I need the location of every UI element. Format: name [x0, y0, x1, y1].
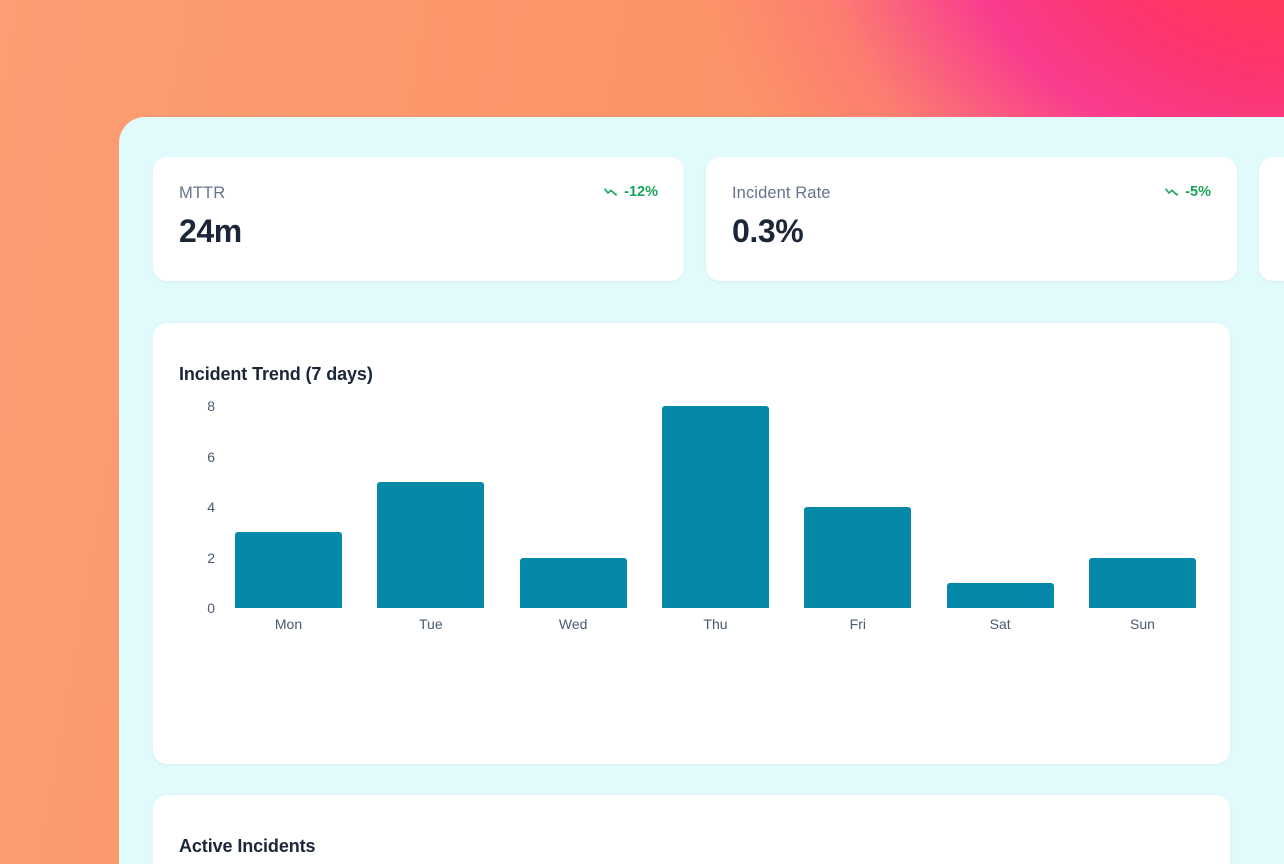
bar[interactable]	[946, 582, 1054, 608]
kpi-header: Incident Rate -5%	[732, 183, 1211, 203]
y-axis-tick: 8	[207, 398, 215, 414]
kpi-card-mttr[interactable]: MTTR -12% 24m	[153, 157, 684, 281]
kpi-delta-value: -12%	[624, 184, 658, 200]
y-axis: 0 2 4 6 8	[179, 398, 215, 616]
x-axis-tick: Thu	[703, 616, 728, 632]
x-axis-tick: Sun	[1130, 616, 1155, 632]
kpi-delta-value: -5%	[1185, 184, 1211, 200]
dashboard-panel: MTTR -12% 24m Incident Rate	[119, 117, 1284, 864]
kpi-card-third-clipped[interactable]	[1259, 157, 1284, 281]
bar[interactable]	[661, 406, 769, 608]
active-incidents-card: Active Incidents	[153, 795, 1230, 864]
kpi-value: 24m	[179, 213, 242, 249]
bar-group[interactable]: Mon	[227, 406, 350, 632]
bar-chart: 0 2 4 6 8 Mon Tue Wed Thu Fri Sat Sun	[179, 398, 1204, 636]
y-axis-tick: 0	[207, 600, 215, 616]
kpi-delta: -12%	[604, 183, 658, 201]
y-axis-tick: 6	[207, 448, 215, 465]
bar[interactable]	[235, 532, 342, 608]
plot-area: Mon Tue Wed Thu Fri Sat Sun	[227, 406, 1204, 632]
kpi-value: 0.3%	[732, 213, 804, 249]
bar-group[interactable]: Tue	[369, 406, 492, 632]
chart-title: Incident Trend (7 days)	[179, 364, 373, 384]
kpi-card-incident-rate[interactable]: Incident Rate -5% 0.3%	[706, 157, 1237, 281]
x-axis-tick: Mon	[274, 616, 303, 632]
kpi-card-row: MTTR -12% 24m Incident Rate	[153, 157, 1284, 281]
bar[interactable]	[804, 507, 912, 608]
bar-group[interactable]: Wed	[512, 406, 635, 632]
bar[interactable]	[1088, 557, 1196, 608]
y-axis-tick: 4	[207, 499, 215, 515]
trending-down-icon	[604, 187, 619, 198]
x-axis-tick: Sat	[989, 616, 1011, 632]
x-axis-tick: Wed	[558, 616, 588, 632]
bar-group[interactable]: Fri	[796, 406, 919, 632]
bar-group[interactable]: Sat	[939, 406, 1062, 632]
x-axis-tick: Fri	[849, 616, 866, 632]
kpi-label: Incident Rate	[732, 184, 831, 202]
bar[interactable]	[377, 481, 485, 608]
bar[interactable]	[519, 557, 627, 608]
kpi-delta: -5%	[1165, 183, 1211, 201]
bar-group[interactable]: Thu	[654, 406, 777, 632]
kpi-label: MTTR	[179, 184, 226, 202]
y-axis-tick: 2	[207, 549, 215, 566]
x-axis-tick: Tue	[419, 616, 443, 632]
kpi-header: MTTR -12%	[179, 183, 658, 203]
trending-down-icon	[1165, 187, 1180, 198]
incident-trend-card: Incident Trend (7 days) 0 2 4 6 8 Mon Tue Wed T…	[153, 323, 1230, 764]
bar-group[interactable]: Sun	[1081, 406, 1204, 632]
incidents-title: Active Incidents	[179, 836, 316, 856]
